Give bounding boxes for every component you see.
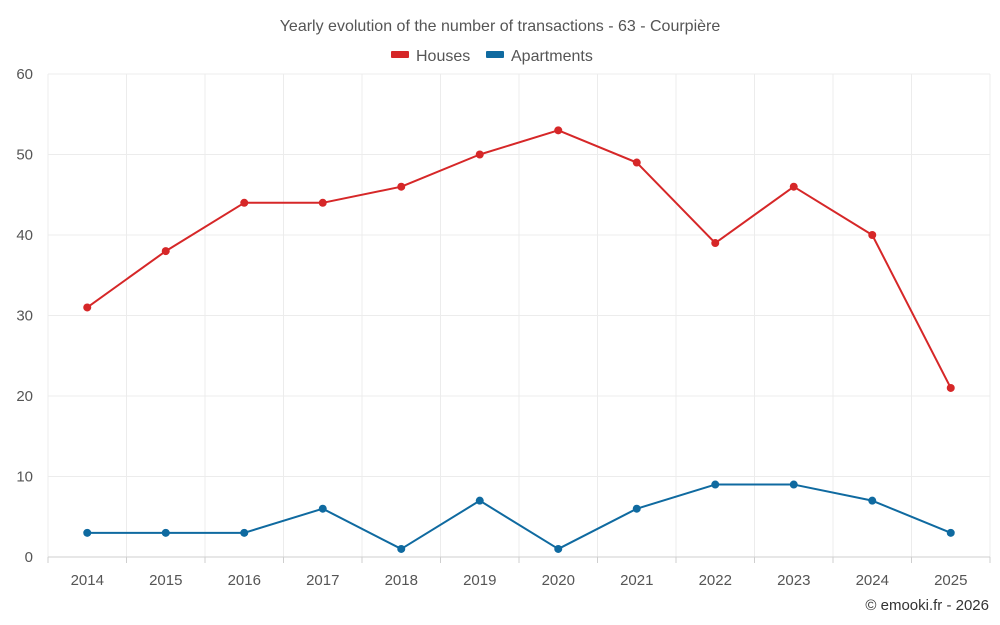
data-point-apartments-2018[interactable] — [397, 544, 406, 553]
legend: Houses Apartments — [391, 48, 593, 65]
data-point-houses-2021[interactable] — [632, 158, 641, 167]
series-apartments — [83, 480, 955, 553]
data-point-apartments-2014[interactable] — [83, 528, 92, 537]
y-tick-label-50: 50 — [16, 147, 33, 164]
data-point-houses-2015[interactable] — [161, 247, 170, 256]
y-tick-label-20: 20 — [16, 388, 33, 405]
data-point-apartments-2022[interactable] — [711, 480, 720, 489]
data-point-houses-2014[interactable] — [83, 303, 92, 312]
data-point-apartments-2021[interactable] — [632, 504, 641, 513]
y-tick-label-0: 0 — [25, 549, 33, 566]
series-houses — [83, 126, 955, 392]
legend-swatch-houses — [391, 51, 409, 58]
data-point-apartments-2016[interactable] — [240, 528, 249, 537]
data-point-houses-2024[interactable] — [868, 231, 877, 239]
x-tick-label-2017: 2017 — [306, 572, 339, 589]
x-tick-label-2021: 2021 — [620, 572, 653, 589]
x-tick-label-2024: 2024 — [856, 572, 889, 589]
legend-label-apartments[interactable]: Apartments — [511, 48, 593, 65]
x-tick-label-2022: 2022 — [699, 572, 732, 589]
legend-label-houses[interactable]: Houses — [416, 48, 470, 65]
x-tick-label-2020: 2020 — [542, 572, 575, 589]
credit-label: © emooki.fr - 2026 — [865, 597, 989, 614]
data-point-apartments-2024[interactable] — [868, 496, 877, 505]
x-tick-label-2015: 2015 — [149, 572, 182, 589]
y-tick-label-10: 10 — [16, 469, 33, 486]
x-tick-label-2019: 2019 — [463, 572, 496, 589]
data-point-apartments-2019[interactable] — [475, 496, 484, 505]
series-line-apartments — [87, 483, 952, 550]
x-tick-label-2025: 2025 — [934, 572, 967, 589]
y-tick-label-30: 30 — [16, 308, 33, 325]
data-point-houses-2025[interactable] — [946, 383, 955, 392]
data-point-houses-2020[interactable] — [554, 126, 563, 135]
chart-title: Yearly evolution of the number of transa… — [280, 18, 721, 35]
data-point-apartments-2020[interactable] — [554, 544, 563, 553]
data-point-apartments-2015[interactable] — [161, 528, 170, 537]
data-point-apartments-2023[interactable] — [789, 480, 798, 489]
x-tick-label-2018: 2018 — [385, 572, 418, 589]
y-tick-label-60: 60 — [16, 66, 33, 83]
data-point-houses-2022[interactable] — [711, 239, 720, 248]
data-point-houses-2023[interactable] — [789, 182, 798, 191]
data-point-houses-2017[interactable] — [318, 198, 327, 207]
legend-swatch-apartments — [486, 51, 504, 58]
grid — [47, 73, 991, 557]
y-axis: 0 10 20 30 40 50 60 — [16, 66, 33, 566]
x-axis: 2014 2015 2016 2017 2018 2019 2020 2021 2022 2023… — [47, 556, 991, 589]
data-point-houses-2019[interactable] — [475, 150, 484, 159]
series-line-houses — [86, 129, 952, 389]
y-tick-label-40: 40 — [16, 227, 33, 244]
data-point-apartments-2025[interactable] — [946, 528, 955, 537]
series-layer — [83, 126, 955, 553]
data-point-apartments-2017[interactable] — [318, 504, 327, 513]
data-point-houses-2018[interactable] — [397, 182, 406, 191]
x-tick-label-2014: 2014 — [71, 572, 104, 589]
data-point-houses-2016[interactable] — [240, 198, 249, 207]
x-tick-label-2016: 2016 — [228, 572, 261, 589]
x-tick-label-2023: 2023 — [777, 572, 810, 589]
